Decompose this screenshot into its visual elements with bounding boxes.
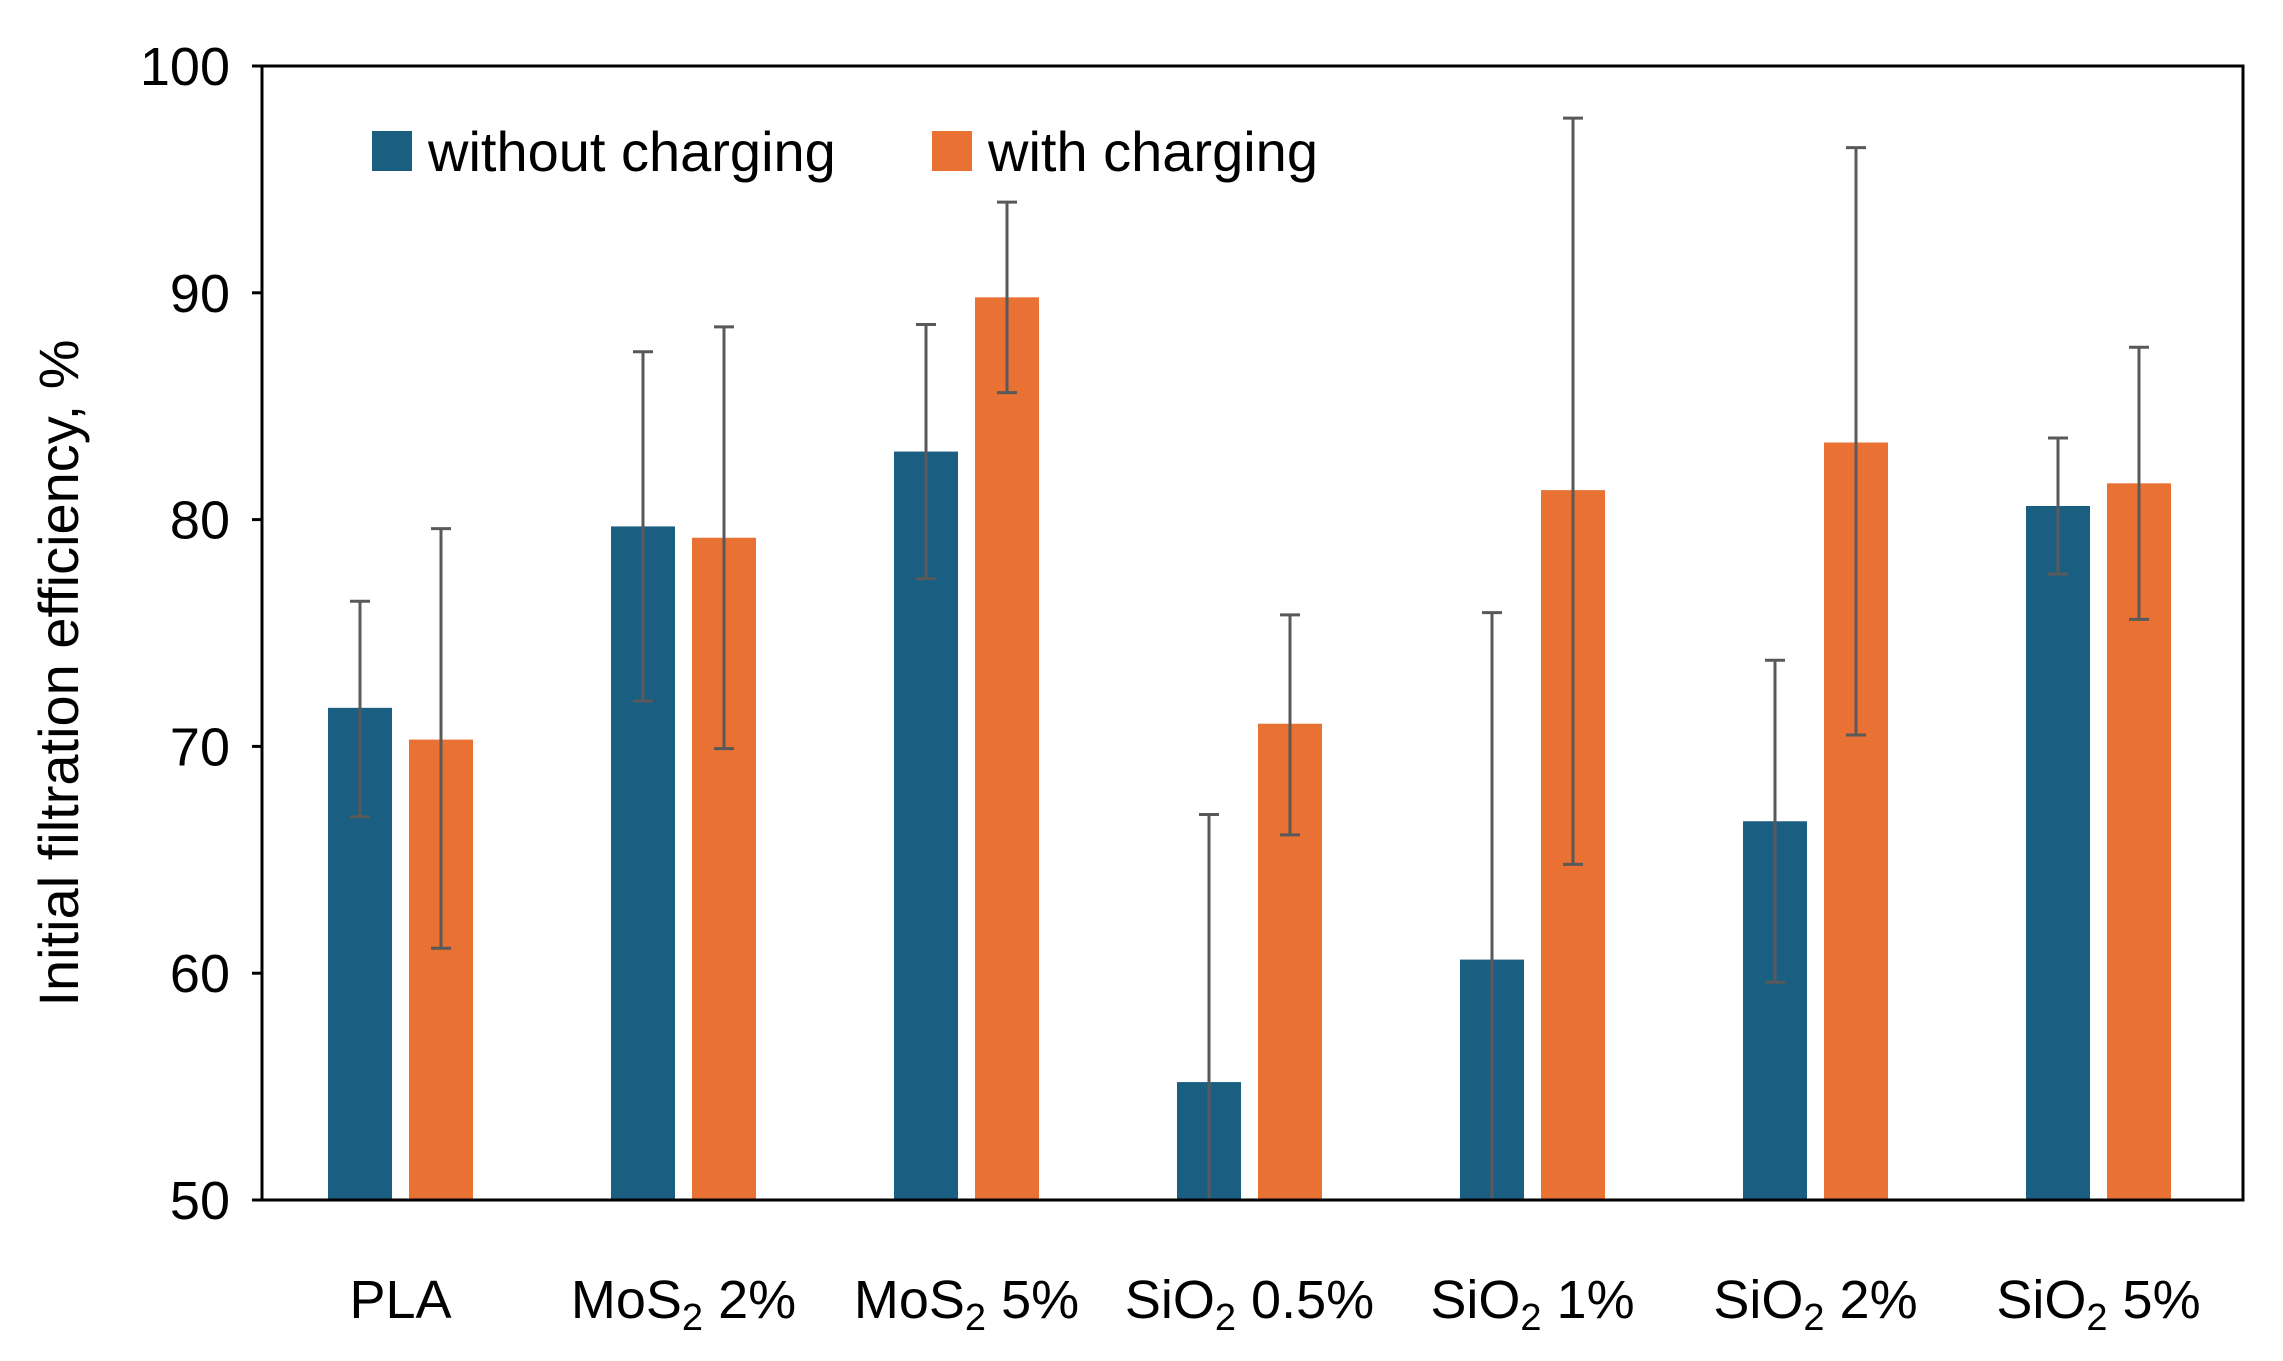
error-bar	[1482, 611, 1502, 1200]
legend-item: without charging	[372, 120, 836, 183]
error-bar	[350, 599, 370, 819]
plot-area	[260, 64, 2245, 1202]
x-tick-label: MoS2 5%	[854, 1270, 1079, 1339]
error-bar	[1280, 613, 1300, 837]
error-bar	[2129, 345, 2149, 621]
y-tick-label: 50	[170, 1171, 230, 1231]
error-bar	[1765, 658, 1785, 984]
error-bar	[2048, 436, 2068, 576]
error-bar	[1846, 146, 1866, 737]
x-tick-label: SiO2 0.5%	[1125, 1270, 1374, 1339]
x-tick-label: PLA	[349, 1270, 451, 1330]
y-tick-label: 90	[170, 264, 230, 324]
y-tick-label: 70	[170, 717, 230, 777]
y-axis-title: Initial filtration efficiency, %	[27, 339, 90, 1006]
y-tick-label: 60	[170, 944, 230, 1004]
y-tick-label: 80	[170, 491, 230, 551]
error-bar	[633, 350, 653, 703]
error-bar	[714, 325, 734, 751]
x-tick-label: SiO2 5%	[1996, 1270, 2200, 1339]
plot-frame	[260, 64, 2245, 1202]
legend: without charging with charging	[372, 120, 1318, 183]
error-bar	[916, 323, 936, 581]
x-tick-label: SiO2 2%	[1713, 1270, 1917, 1339]
x-axis: PLA MoS2 2% MoS2 5% SiO2 0.5% SiO2 1% SiO2 2%…	[349, 1270, 2200, 1339]
error-bar	[431, 527, 451, 950]
bars	[328, 297, 2171, 1201]
y-axis: 50 60 70 80 90 100	[140, 37, 262, 1231]
error-bar	[997, 200, 1017, 395]
error-bar	[1563, 116, 1583, 866]
legend-label: without charging	[427, 120, 836, 183]
bar-with-charging	[975, 297, 1039, 1200]
legend-swatch	[932, 131, 972, 171]
legend-item: with charging	[932, 120, 1318, 183]
y-tick-label: 100	[140, 37, 230, 97]
error-bar	[1199, 812, 1219, 1200]
bar-without-charging	[2026, 505, 2090, 1200]
legend-swatch	[372, 131, 412, 171]
legend-label: with charging	[987, 120, 1318, 183]
x-tick-label: MoS2 2%	[571, 1270, 796, 1339]
x-tick-label: SiO2 1%	[1430, 1270, 1634, 1339]
error-bars	[350, 116, 2149, 1200]
